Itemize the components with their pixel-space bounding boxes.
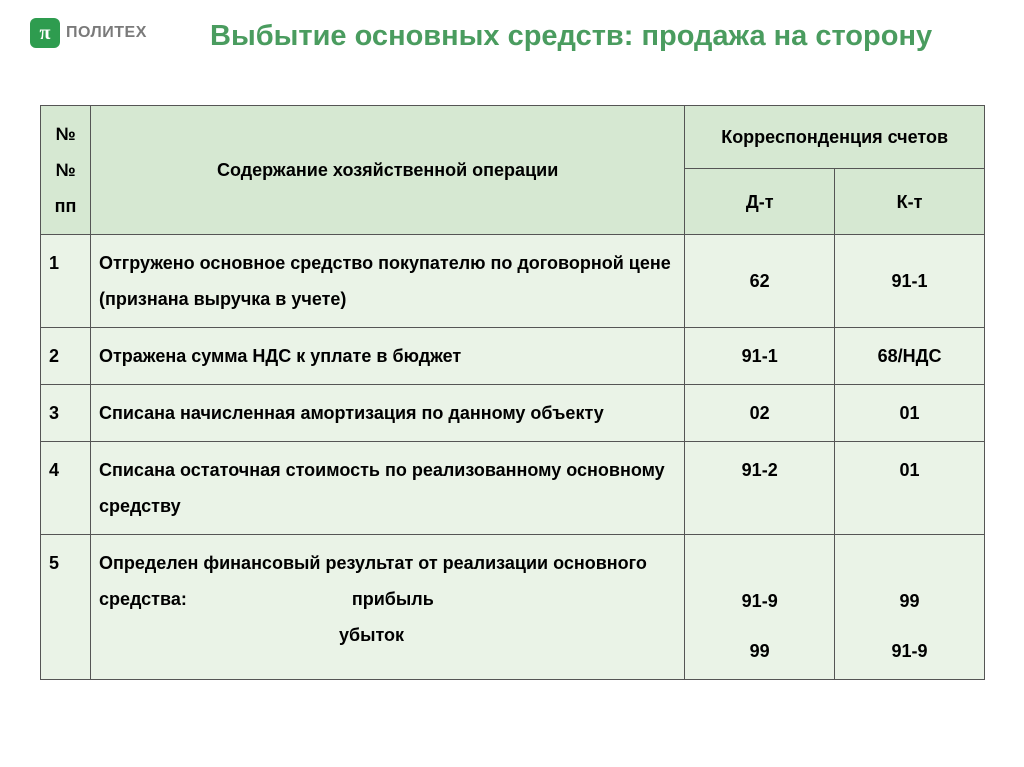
logo: π ПОЛИТЕХ	[30, 18, 147, 48]
row5-kt1: 99	[900, 583, 920, 619]
th-corr: Корреспонденция счетов	[685, 106, 985, 169]
cell-kt: 99 91-9	[835, 535, 985, 680]
logo-pi-icon: π	[30, 18, 60, 48]
table-row: 1 Отгружено основное средство покупателю…	[41, 235, 985, 328]
page-title: Выбытие основных средств: продажа на сто…	[210, 20, 994, 53]
cell-desc: Отражена сумма НДС к уплате в бюджет	[90, 328, 684, 385]
cell-num: 5	[41, 535, 91, 680]
cell-desc: Списана начисленная амортизация по данно…	[90, 385, 684, 442]
cell-kt: 01	[835, 442, 985, 535]
row5-dt1: 91-9	[742, 583, 778, 619]
cell-kt: 68/НДС	[835, 328, 985, 385]
accounting-table: № № пп Содержание хозяйственной операции…	[40, 105, 985, 680]
cell-kt: 01	[835, 385, 985, 442]
cell-desc: Определен финансовый результат от реализ…	[90, 535, 684, 680]
row5-dt2: 99	[750, 633, 770, 669]
table-row: 3 Списана начисленная амортизация по дан…	[41, 385, 985, 442]
table-row: 2 Отражена сумма НДС к уплате в бюджет 9…	[41, 328, 985, 385]
cell-dt: 62	[685, 235, 835, 328]
cell-dt: 91-2	[685, 442, 835, 535]
cell-num: 1	[41, 235, 91, 328]
row5-profit: прибыль	[352, 581, 434, 617]
table-row: 4 Списана остаточная стоимость по реализ…	[41, 442, 985, 535]
cell-desc: Отгружено основное средство покупателю п…	[90, 235, 684, 328]
row5-loss: убыток	[339, 617, 676, 653]
th-kt: К-т	[835, 169, 985, 235]
logo-text: ПОЛИТЕХ	[66, 24, 147, 42]
cell-num: 4	[41, 442, 91, 535]
table-row: 5 Определен финансовый результат от реал…	[41, 535, 985, 680]
cell-desc: Списана остаточная стоимость по реализов…	[90, 442, 684, 535]
th-desc: Содержание хозяйственной операции	[90, 106, 684, 235]
row5-kt2: 91-9	[892, 633, 928, 669]
cell-dt: 91-9 99	[685, 535, 835, 680]
th-dt: Д-т	[685, 169, 835, 235]
cell-dt: 91-1	[685, 328, 835, 385]
cell-num: 2	[41, 328, 91, 385]
cell-num: 3	[41, 385, 91, 442]
cell-kt: 91-1	[835, 235, 985, 328]
cell-dt: 02	[685, 385, 835, 442]
th-num: № № пп	[41, 106, 91, 235]
